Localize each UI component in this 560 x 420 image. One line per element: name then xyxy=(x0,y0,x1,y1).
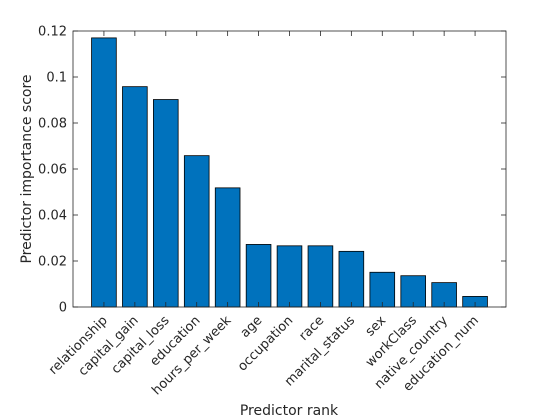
bars-group xyxy=(91,37,488,308)
bar-age xyxy=(245,244,272,308)
bar-workClass xyxy=(400,275,426,308)
y-tick-label: 0.12 xyxy=(38,25,67,40)
y-axis-title: Predictor importance score xyxy=(19,74,35,263)
y-tick-label: 0.06 xyxy=(38,163,67,178)
bar-occupation xyxy=(276,245,303,308)
bar-sex xyxy=(369,271,396,308)
x-tick-label-sex: sex xyxy=(363,313,390,340)
x-axis-title: Predictor rank xyxy=(240,403,339,419)
y-tick-label: 0 xyxy=(59,301,67,316)
y-tick-label: 0.1 xyxy=(46,71,67,86)
y-tick-label: 0.04 xyxy=(38,209,67,224)
bar-hours_per_week xyxy=(214,187,241,308)
bar-capital_gain xyxy=(122,86,148,308)
bar-marital_status xyxy=(338,250,365,308)
bar-capital_loss xyxy=(153,99,179,308)
bar-race xyxy=(307,245,334,308)
bar-education xyxy=(183,155,210,308)
y-tick-label: 0.02 xyxy=(38,255,67,270)
y-tick-label: 0.08 xyxy=(38,117,67,132)
bar-relationship xyxy=(91,37,117,308)
